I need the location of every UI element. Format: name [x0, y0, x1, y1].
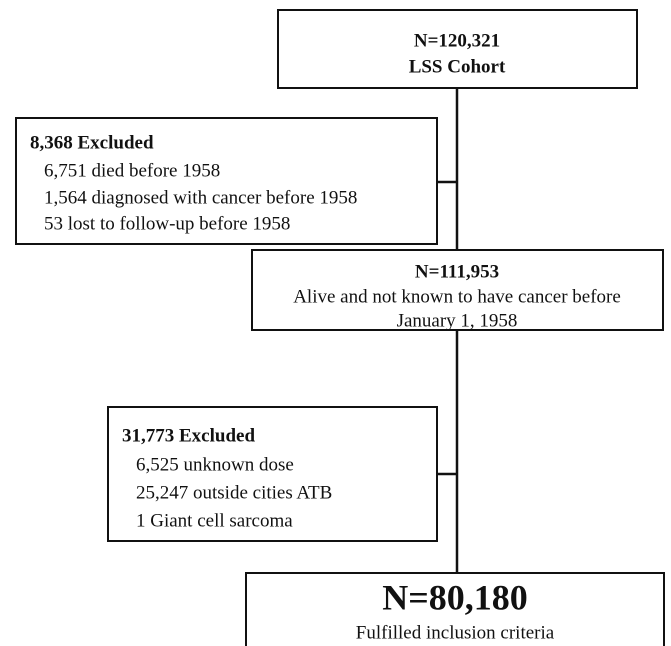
node-text: 1 Giant cell sarcoma [136, 510, 293, 531]
node-text: LSS Cohort [409, 56, 506, 77]
node-title: N=111,953 [415, 261, 499, 282]
node-text: 6,751 died before 1958 [44, 160, 220, 181]
node-text: Fulfilled inclusion criteria [356, 622, 555, 643]
node-title: N=80,180 [382, 577, 528, 617]
node-text: 6,525 unknown dose [136, 454, 294, 475]
node-box [251, 249, 664, 331]
node-title: 8,368 Excluded [30, 132, 154, 153]
node-text: Alive and not known to have cancer befor… [293, 286, 621, 307]
node-box [107, 406, 438, 542]
node-text: 1,564 diagnosed with cancer before 1958 [44, 187, 357, 208]
node-text: January 1, 1958 [397, 310, 518, 331]
node-text: 25,247 outside cities ATB [136, 482, 332, 503]
node-title: N=120,321 [414, 30, 500, 51]
node-box [245, 572, 665, 646]
node-box [15, 117, 438, 245]
node-title: 31,773 Excluded [122, 425, 255, 446]
node-box [277, 9, 638, 89]
node-text: 53 lost to follow-up before 1958 [44, 213, 290, 234]
